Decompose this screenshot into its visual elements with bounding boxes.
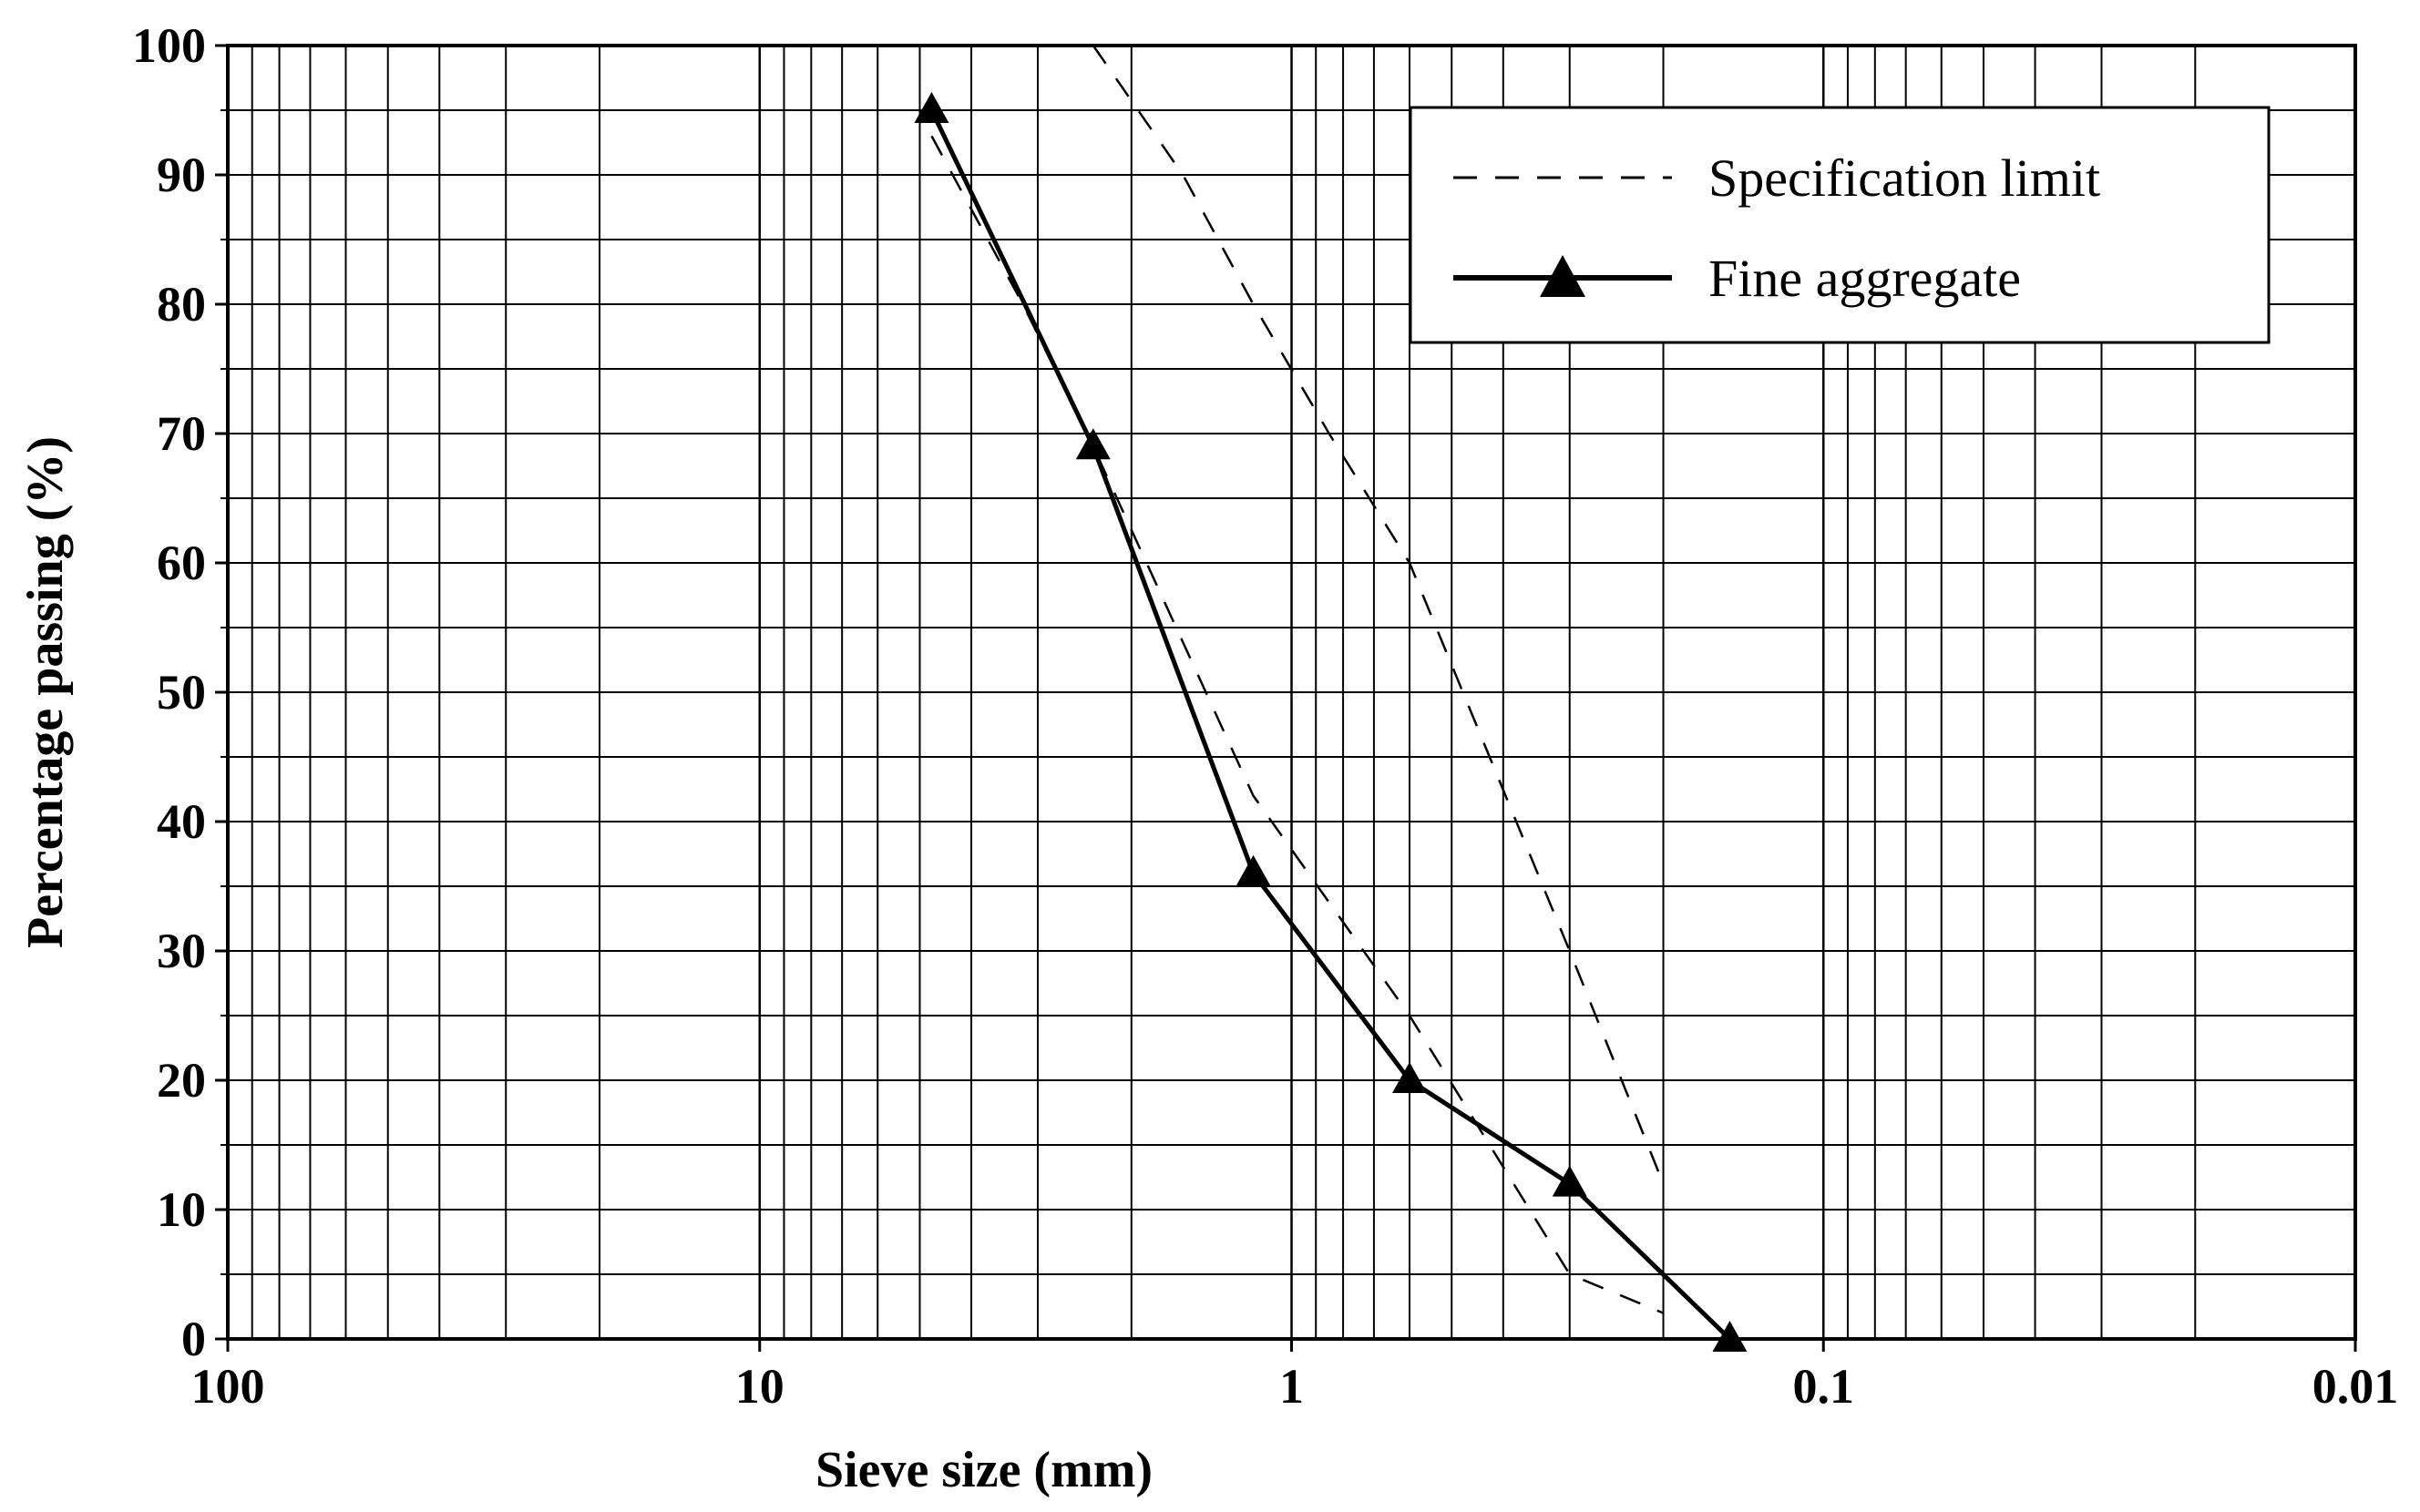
grid [228,46,2355,1339]
y-tick-label: 50 [157,665,206,720]
x-tick-label: 0.01 [2312,1359,2399,1414]
legend-label-specification-limit: Specification limit [1708,148,2100,208]
legend-label-fine-aggregate: Fine aggregate [1708,249,2021,308]
y-tick-label: 60 [157,536,206,590]
legend-triangle-marker [1540,255,1585,297]
x-tick-label: 100 [191,1359,265,1414]
fine-aggregate-point [1075,428,1111,460]
series-layer [914,45,1748,1352]
y-ticks: 0 10 20 30 40 50 60 70 80 90 100 [132,18,228,1366]
y-tick-label: 40 [157,794,206,849]
x-tick-label: 0.1 [1793,1359,1855,1414]
fine-aggregate-point [1236,854,1271,886]
x-tick-label: 1 [1279,1359,1304,1414]
fine-aggregate-point [914,92,949,123]
y-tick-label: 70 [157,406,206,461]
specification-limit-line [1092,45,1665,1185]
legend-box [1409,106,2271,344]
fine-aggregate-point [1552,1165,1587,1197]
y-tick-label: 90 [157,148,206,202]
specification-limit-line [930,135,1664,1314]
fine-aggregate-point [1392,1062,1428,1093]
legend: Specification limit Fine aggregate [1409,106,2271,344]
fine-aggregate-point [1712,1321,1748,1352]
x-tick-label: 10 [735,1359,784,1414]
x-ticks: 100 10 1 0.1 0.01 [191,1339,2399,1414]
y-tick-label: 0 [181,1312,206,1366]
y-tick-label: 20 [157,1053,206,1108]
x-axis-title: Sieve size (mm) [815,1442,1153,1498]
y-tick-label: 100 [132,18,206,73]
y-tick-label: 30 [157,924,206,978]
y-axis-title: Percentage passing (%) [17,436,74,948]
y-tick-label: 80 [157,277,206,332]
y-tick-label: 10 [157,1182,206,1237]
